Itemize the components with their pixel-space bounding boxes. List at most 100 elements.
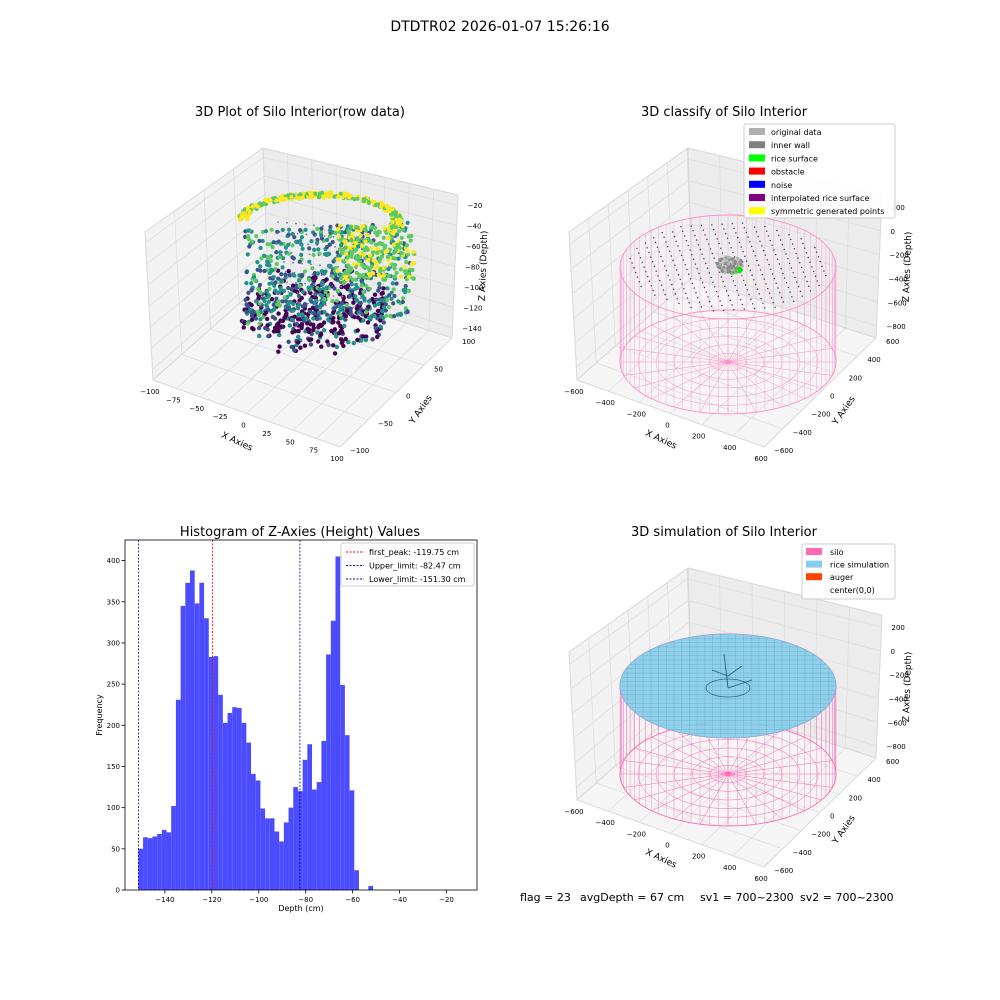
- data-point: [265, 323, 270, 328]
- interpolated-point: [707, 296, 709, 298]
- legend-entry-label: noise: [771, 181, 792, 190]
- data-point: [314, 234, 317, 237]
- data-point: [382, 226, 387, 231]
- auger-blade: [711, 669, 729, 677]
- silo-floor-spoke: [727, 361, 833, 376]
- silo-floor-spoke: [673, 728, 729, 775]
- data-point: [307, 243, 309, 246]
- interpolated-point: [753, 279, 755, 281]
- histogram-bar: [302, 759, 308, 890]
- classify-legend: original data inner wall rice surface obsta…: [743, 123, 896, 219]
- data-point: [296, 293, 302, 299]
- classify-legend-frame: [743, 123, 896, 219]
- histogram-bar: [213, 656, 219, 890]
- data-point: [409, 233, 414, 238]
- data-point: [283, 272, 288, 277]
- interpolated-point: [704, 234, 706, 236]
- data-point: [332, 235, 335, 238]
- data-point: [349, 193, 353, 198]
- interpolated-point: [785, 282, 788, 284]
- data-point: [334, 245, 336, 248]
- auger-shaft: [723, 653, 729, 689]
- legend-swatch: [806, 560, 822, 568]
- x-tick-label: −400: [596, 819, 615, 827]
- x-tick-label: −120: [202, 896, 221, 904]
- data-point: [287, 323, 292, 328]
- data-point: [315, 237, 320, 242]
- simulation-y-ticks: −600 −400 −200 0 200 400 600: [774, 758, 899, 875]
- data-point: [255, 309, 260, 314]
- interpolated-point: [666, 298, 668, 300]
- simulation-z-axis-label: Z Axies (Depth): [902, 652, 914, 723]
- data-point: [310, 263, 312, 266]
- classify-y-axis-label: Y Axies: [830, 394, 858, 427]
- silo-floor-spoke: [623, 773, 729, 788]
- silo-floor-spoke: [651, 773, 729, 812]
- interpolated-point: [751, 274, 753, 276]
- interpolated-point: [806, 280, 808, 283]
- data-point: [318, 304, 323, 309]
- interpolated-point: [660, 255, 662, 258]
- data-point: [265, 242, 270, 247]
- silo-floor-spoke: [673, 361, 729, 408]
- y-tick-label: 400: [867, 776, 880, 784]
- data-point: [326, 318, 332, 323]
- data-point: [355, 235, 360, 240]
- data-point: [384, 298, 390, 303]
- interpolated-point: [777, 287, 779, 289]
- interpolated-point: [653, 237, 655, 239]
- y-tick-label: 200: [849, 374, 862, 382]
- data-point: [328, 265, 330, 267]
- data-point: [304, 316, 309, 321]
- data-point: [307, 259, 312, 264]
- data-point: [350, 277, 355, 282]
- interpolated-point: [679, 250, 681, 252]
- cluster-point: [716, 262, 720, 266]
- data-point: [352, 306, 354, 309]
- data-point: [405, 309, 410, 314]
- histogram-bar: [208, 656, 214, 890]
- data-point: [334, 298, 339, 303]
- data-point: [392, 314, 397, 319]
- data-point: [325, 339, 330, 344]
- data-point: [271, 240, 276, 245]
- interpolated-point: [679, 278, 681, 281]
- data-point: [374, 329, 379, 334]
- x-tick-label: 400: [723, 864, 736, 872]
- data-point: [401, 296, 406, 301]
- x-tick-label: 100: [330, 455, 343, 463]
- data-point: [276, 276, 281, 281]
- data-point: [323, 269, 328, 274]
- silo-floor-spoke: [651, 361, 729, 400]
- grid-line: [264, 194, 456, 247]
- data-point: [390, 281, 395, 286]
- interpolated-point: [761, 245, 763, 247]
- interpolated-point: [696, 239, 698, 241]
- interpolated-point: [640, 285, 642, 288]
- data-point: [344, 277, 349, 282]
- interpolated-point: [767, 235, 770, 237]
- interpolated-point: [738, 294, 740, 296]
- interpolated-point: [774, 306, 776, 308]
- data-point: [319, 344, 324, 349]
- data-point: [316, 244, 318, 247]
- x-tick-label: 600: [754, 455, 767, 463]
- silo-floor-spoke: [727, 773, 757, 825]
- z-tick-label: 0: [891, 648, 895, 656]
- interpolated-point: [645, 271, 647, 273]
- interpolated-point: [819, 260, 821, 263]
- data-point: [326, 293, 331, 298]
- data-point: [328, 313, 333, 318]
- data-point: [285, 193, 290, 198]
- data-point: [352, 247, 354, 250]
- interpolated-point: [807, 256, 809, 259]
- data-point: [396, 312, 401, 317]
- data-point: [245, 252, 250, 257]
- interpolated-point: [667, 245, 669, 248]
- data-point: [314, 298, 319, 303]
- interpolated-point: [809, 290, 812, 292]
- data-point: [375, 246, 380, 251]
- data-point: [381, 273, 386, 278]
- data-point: [352, 262, 357, 267]
- data-point: [355, 328, 360, 333]
